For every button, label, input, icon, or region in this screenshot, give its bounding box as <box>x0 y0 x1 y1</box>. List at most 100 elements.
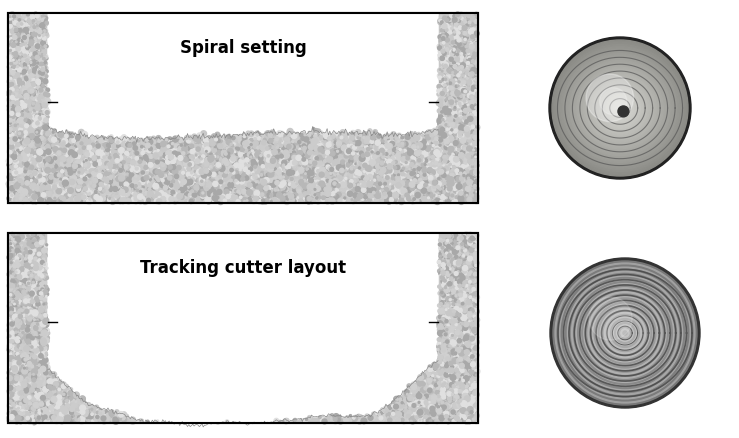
Circle shape <box>11 41 14 45</box>
Circle shape <box>457 379 461 384</box>
Circle shape <box>129 150 134 156</box>
Circle shape <box>286 193 290 196</box>
Circle shape <box>186 139 191 143</box>
Circle shape <box>379 200 381 202</box>
Circle shape <box>309 201 311 203</box>
Circle shape <box>577 66 663 152</box>
Circle shape <box>390 405 395 409</box>
Circle shape <box>25 378 29 381</box>
Circle shape <box>35 336 36 338</box>
Circle shape <box>471 170 474 173</box>
Circle shape <box>39 113 43 117</box>
Circle shape <box>32 180 35 183</box>
Circle shape <box>9 197 13 201</box>
Circle shape <box>33 364 35 367</box>
Circle shape <box>41 312 44 314</box>
Circle shape <box>469 400 471 403</box>
Circle shape <box>467 188 470 191</box>
Circle shape <box>471 123 472 124</box>
Circle shape <box>449 347 450 349</box>
Circle shape <box>362 186 365 189</box>
Circle shape <box>464 92 469 96</box>
Circle shape <box>99 413 101 415</box>
Circle shape <box>458 363 461 366</box>
Circle shape <box>73 162 75 164</box>
Circle shape <box>452 172 456 175</box>
Circle shape <box>461 193 466 198</box>
Circle shape <box>27 112 29 114</box>
Circle shape <box>454 161 460 166</box>
Circle shape <box>355 131 361 136</box>
Circle shape <box>242 173 246 177</box>
Circle shape <box>358 185 362 189</box>
Circle shape <box>26 347 30 351</box>
Circle shape <box>260 184 263 187</box>
Circle shape <box>466 68 469 71</box>
Circle shape <box>441 193 443 195</box>
Circle shape <box>151 168 155 172</box>
Circle shape <box>454 117 457 120</box>
Circle shape <box>66 134 68 136</box>
Circle shape <box>466 24 467 26</box>
Circle shape <box>32 419 35 422</box>
Circle shape <box>23 384 28 389</box>
Circle shape <box>29 272 32 275</box>
Circle shape <box>55 173 61 178</box>
Circle shape <box>460 96 462 98</box>
Circle shape <box>28 194 33 200</box>
Circle shape <box>426 382 432 388</box>
Circle shape <box>18 172 20 174</box>
Circle shape <box>45 168 50 171</box>
Circle shape <box>37 105 41 110</box>
Circle shape <box>29 237 30 238</box>
Circle shape <box>33 377 36 380</box>
Circle shape <box>160 174 166 179</box>
Circle shape <box>10 182 12 184</box>
Circle shape <box>131 161 134 165</box>
Circle shape <box>10 125 16 131</box>
Circle shape <box>68 184 72 188</box>
Circle shape <box>338 149 342 154</box>
Circle shape <box>266 131 271 137</box>
Circle shape <box>439 192 443 196</box>
Circle shape <box>463 78 469 82</box>
Circle shape <box>466 95 472 101</box>
Circle shape <box>471 131 474 134</box>
Circle shape <box>268 158 273 162</box>
Circle shape <box>450 80 454 84</box>
Circle shape <box>467 237 469 240</box>
Circle shape <box>440 128 444 132</box>
Circle shape <box>326 156 329 159</box>
Circle shape <box>463 322 466 326</box>
Circle shape <box>10 262 12 264</box>
Circle shape <box>226 187 229 189</box>
Circle shape <box>465 351 470 357</box>
Circle shape <box>267 187 270 191</box>
Circle shape <box>461 243 466 247</box>
Circle shape <box>473 23 474 25</box>
Circle shape <box>29 359 33 364</box>
Circle shape <box>457 143 458 145</box>
Circle shape <box>446 390 449 393</box>
Circle shape <box>474 47 479 52</box>
Circle shape <box>15 346 20 351</box>
Circle shape <box>462 79 466 84</box>
Circle shape <box>463 89 466 92</box>
Circle shape <box>334 184 336 185</box>
Circle shape <box>50 175 54 179</box>
Circle shape <box>239 186 245 192</box>
Circle shape <box>442 416 443 418</box>
Circle shape <box>146 151 151 155</box>
Circle shape <box>317 184 321 188</box>
Circle shape <box>367 175 372 181</box>
Circle shape <box>38 288 40 290</box>
Circle shape <box>36 132 38 134</box>
Circle shape <box>129 173 134 178</box>
Circle shape <box>69 170 71 172</box>
Circle shape <box>470 309 474 313</box>
Circle shape <box>33 136 37 140</box>
Circle shape <box>450 334 454 338</box>
Circle shape <box>444 172 446 174</box>
Circle shape <box>30 54 33 57</box>
Circle shape <box>65 153 69 157</box>
